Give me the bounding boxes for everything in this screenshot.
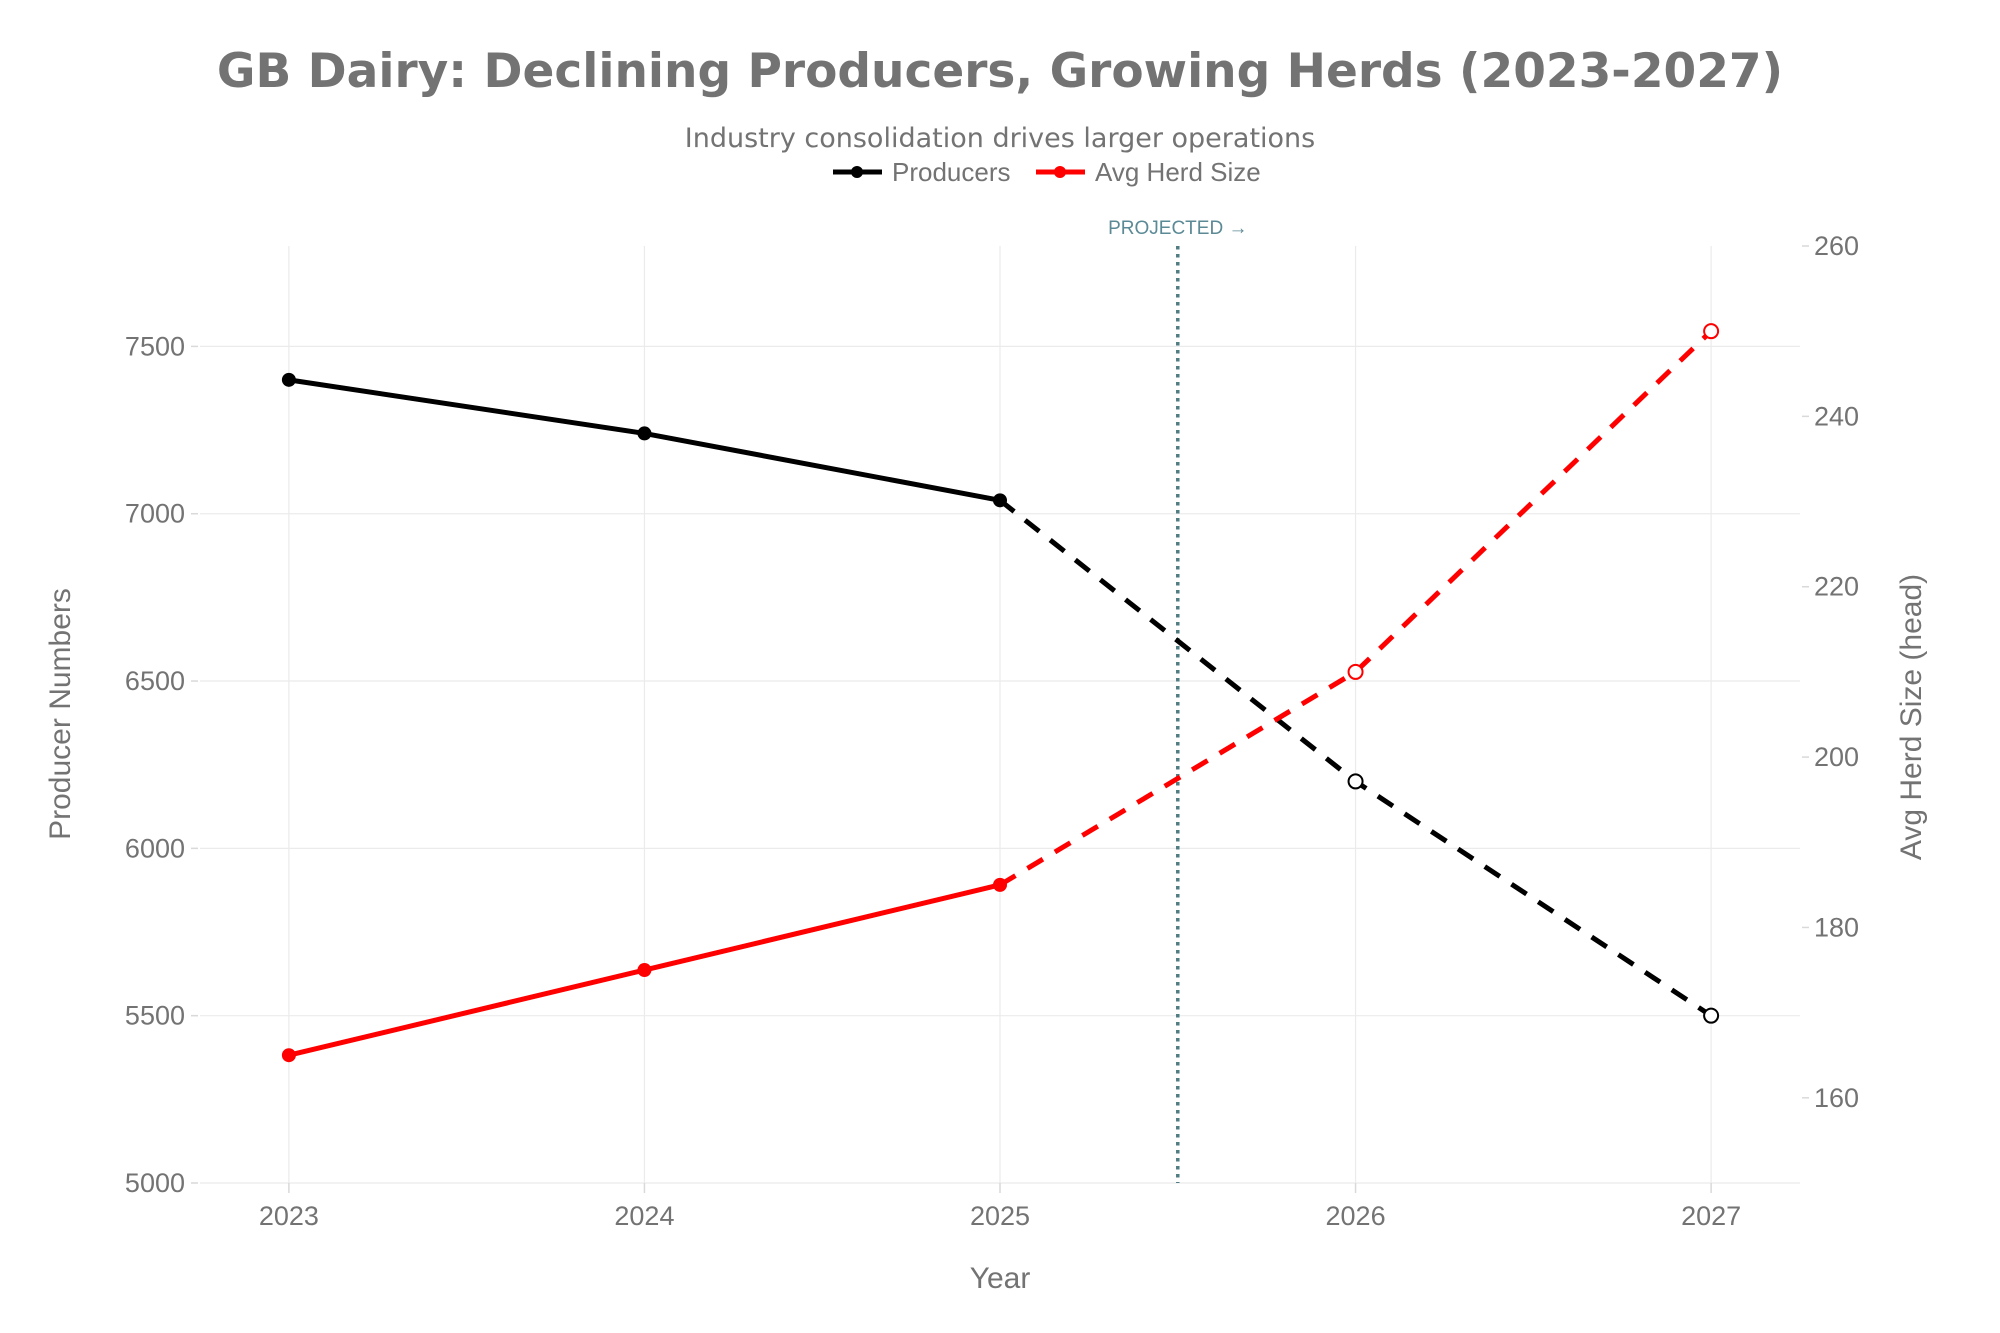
data-point-projected [1347,663,1364,680]
data-point [281,372,296,387]
y-tick-label: 5500 [125,1001,185,1031]
y-tick-label: 6500 [125,666,185,696]
data-point [993,493,1007,508]
data-point [637,963,652,978]
projected-annotation: PROJECTED → [1108,218,1247,239]
x-tick-label: 2025 [970,1201,1030,1231]
y-axis-left: 5000 5500 6000 6500 7000 7500 [125,331,198,1198]
y-axis-title: Producer Numbers [44,588,77,840]
y-tick-label: 6000 [125,833,185,863]
series-producers [281,372,1720,1024]
legend-item-avg-herd-size[interactable]: Avg Herd Size [1036,157,1261,187]
chart-subtitle: Industry consolidation drives larger ope… [685,123,1315,154]
y2-tick-label: 200 [1814,742,1859,772]
x-axis: 2023 2024 2025 2026 2027 [259,1183,1741,1231]
legend-swatch-marker [851,166,863,178]
legend-swatch-marker [1054,166,1066,178]
data-point-projected [1347,773,1364,790]
series-layer [281,323,1720,1063]
data-point [637,426,652,441]
legend-label-producers: Producers [892,157,1011,187]
x-tick-label: 2026 [1326,1201,1386,1231]
legend: Producers Avg Herd Size [833,157,1261,187]
y2-tick-label: 180 [1814,912,1859,942]
y-tick-label: 7000 [125,499,185,529]
y2-tick-label: 260 [1814,231,1859,261]
data-point-projected [1703,323,1720,340]
y2-tick-label: 160 [1814,1083,1859,1113]
x-tick-label: 2027 [1681,1201,1741,1231]
x-axis-title: Year [970,1262,1031,1295]
y-tick-label: 7500 [125,331,185,361]
data-point-projected [1703,1007,1720,1024]
legend-item-producers[interactable]: Producers [833,157,1011,187]
y-tick-label: 5000 [125,1168,185,1198]
x-tick-label: 2023 [259,1201,319,1231]
x-tick-label: 2024 [614,1201,674,1231]
y2-tick-label: 240 [1814,401,1859,431]
series-avg-herd-size [281,323,1720,1063]
data-point [281,1048,296,1063]
y2-axis-title: Avg Herd Size (head) [1895,574,1928,860]
projection-marker: PROJECTED → [1108,218,1247,1183]
legend-label-avg-herd-size: Avg Herd Size [1095,157,1261,187]
gridlines [200,246,1800,1184]
chart-title: GB Dairy: Declining Producers, Growing H… [217,44,1783,99]
series-line-projected [998,329,1713,888]
data-point [993,877,1007,892]
y2-tick-label: 220 [1814,572,1859,602]
y-axis-right: 160 180 200 220 240 260 [1802,231,1859,1113]
